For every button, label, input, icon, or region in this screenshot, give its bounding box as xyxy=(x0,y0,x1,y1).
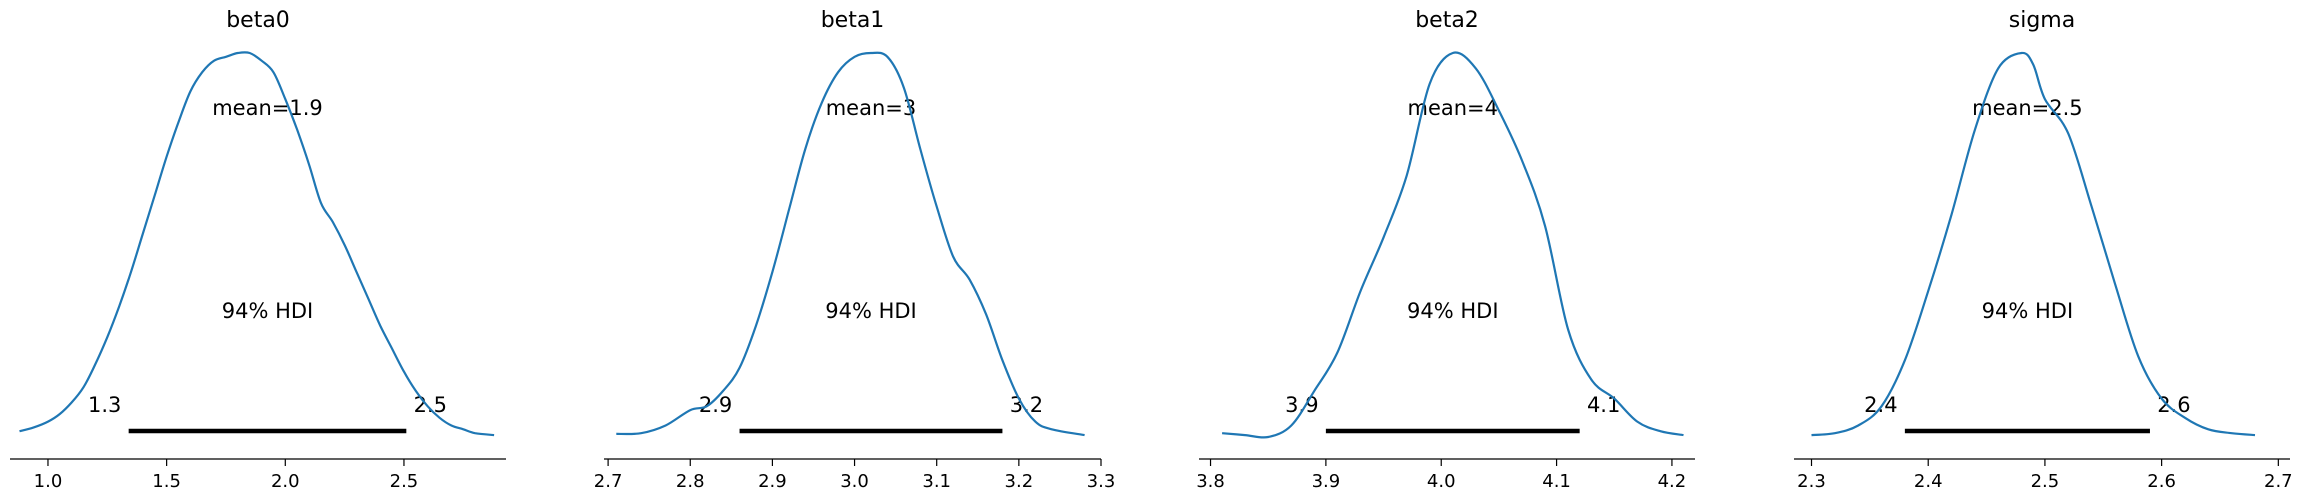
hdi-label: 94% HDI xyxy=(1982,299,2074,323)
x-tick-label: 2.5 xyxy=(390,471,419,492)
hdi-label: 94% HDI xyxy=(825,299,917,323)
x-tick-label: 4.0 xyxy=(1427,471,1456,492)
hdi-lower-label: 1.3 xyxy=(88,393,121,417)
x-tick-label: 3.8 xyxy=(1196,471,1225,492)
x-tick-label: 1.0 xyxy=(34,471,63,492)
hdi-lower-label: 2.4 xyxy=(1864,393,1897,417)
hdi-label: 94% HDI xyxy=(222,299,314,323)
hdi-label: 94% HDI xyxy=(1407,299,1499,323)
x-tick-label: 3.0 xyxy=(840,471,869,492)
x-tick-label: 2.5 xyxy=(2031,471,2060,492)
x-tick-label: 2.6 xyxy=(2147,471,2176,492)
x-tick-label: 3.2 xyxy=(1005,471,1034,492)
x-tick-label: 2.4 xyxy=(1914,471,1943,492)
mean-label: mean=2.5 xyxy=(1972,96,2083,120)
x-tick-label: 3.3 xyxy=(1087,471,1116,492)
panel-beta0: beta0 mean=1.9 94% HDI 1.3 2.5 1.0 1.5 2.0… xyxy=(10,8,506,492)
x-tick-label: 1.5 xyxy=(152,471,181,492)
x-tick-label: 2.7 xyxy=(594,471,623,492)
hdi-upper-label: 2.6 xyxy=(2157,393,2190,417)
mean-label: mean=1.9 xyxy=(212,96,323,120)
hdi-upper-label: 4.1 xyxy=(1587,393,1620,417)
panel-title: beta1 xyxy=(821,8,885,33)
x-tick-label: 3.9 xyxy=(1312,471,1341,492)
x-tick-label: 2.8 xyxy=(676,471,705,492)
hdi-lower-label: 2.9 xyxy=(699,393,732,417)
x-tick-label: 4.2 xyxy=(1658,471,1687,492)
panel-beta1: beta1 mean=3 94% HDI 2.9 3.2 2.7 2.8 2.9 3.… xyxy=(594,8,1116,492)
density-curve xyxy=(1222,51,1684,439)
density-curve xyxy=(616,51,1085,437)
x-tick-label: 2.3 xyxy=(1797,471,1826,492)
panel-sigma: sigma mean=2.5 94% HDI 2.4 2.6 2.3 2.4 2.5… xyxy=(1794,8,2293,492)
panel-title: sigma xyxy=(2009,8,2075,33)
x-tick-label: 3.1 xyxy=(922,471,951,492)
x-tick-label: 2.7 xyxy=(2264,471,2293,492)
x-tick-label: 4.1 xyxy=(1542,471,1571,492)
panel-beta2: beta2 mean=4 94% HDI 3.9 4.1 3.8 3.9 4.0 4.… xyxy=(1196,8,1695,492)
density-curve xyxy=(19,51,495,437)
hdi-lower-label: 3.9 xyxy=(1285,393,1318,417)
panel-title: beta2 xyxy=(1415,8,1479,33)
x-tick-label: 2.0 xyxy=(271,471,300,492)
hdi-upper-label: 3.2 xyxy=(1010,393,1043,417)
x-tick-label: 2.9 xyxy=(758,471,787,492)
panel-title: beta0 xyxy=(226,8,290,33)
density-curve xyxy=(1811,51,2256,437)
mean-label: mean=3 xyxy=(826,96,917,120)
